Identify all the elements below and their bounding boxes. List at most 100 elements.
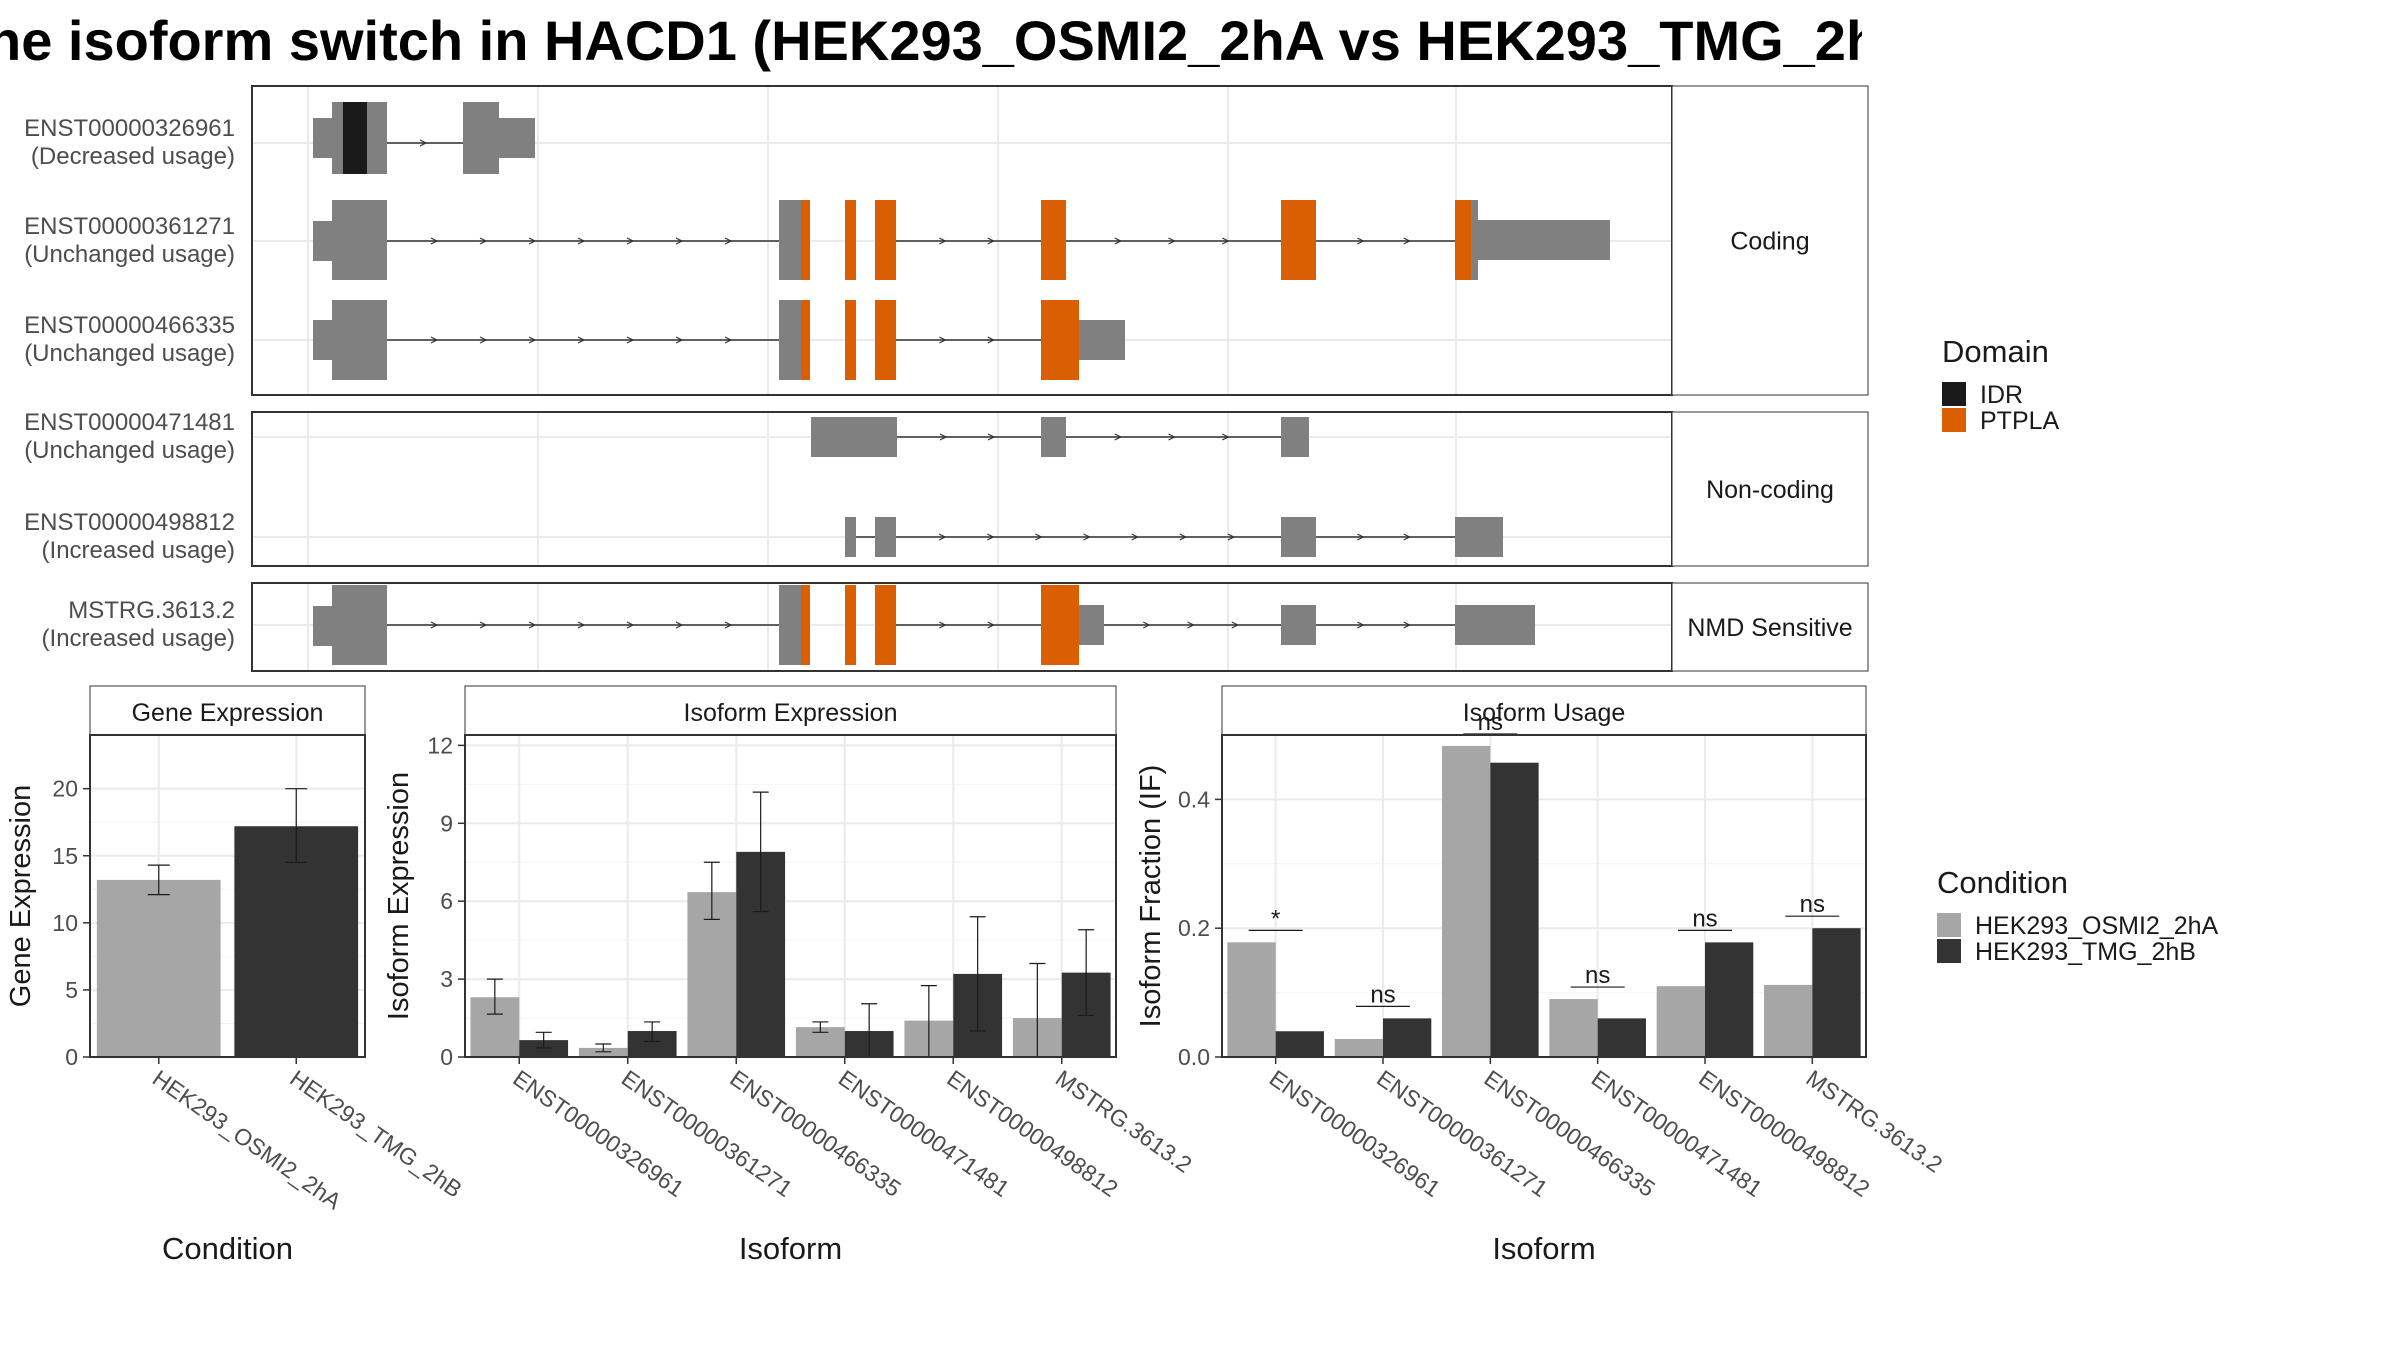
x-axis-label: Isoform [739, 1231, 842, 1266]
exon-block [875, 517, 896, 557]
bar [1275, 1031, 1324, 1057]
x-tick-label: ENST00000326961 [1265, 1065, 1445, 1202]
exon-block [1079, 320, 1125, 360]
chart-title: he isoform switch in HACD1 (HEK293_OSMI2… [0, 8, 1862, 78]
bar-panel-border [1221, 734, 1867, 1058]
y-axis-label: Isoform Fraction (IF) [1135, 765, 1167, 1028]
bar [578, 1047, 628, 1057]
intron-arrow [479, 237, 488, 245]
ptpla-domain-block [1041, 585, 1079, 665]
intron-arrow [987, 336, 996, 344]
significance-label: ns [1478, 709, 1503, 736]
intron-arrow [987, 237, 996, 245]
bar [1227, 942, 1276, 1057]
intron-arrow [939, 237, 947, 245]
intron-arrow [1131, 533, 1139, 541]
condition-legend-label: HEK293_TMG_2hB [1975, 938, 2196, 966]
bar [1383, 1018, 1432, 1057]
bar-panel-2 [1222, 735, 1866, 1057]
x-axis-label: Condition [162, 1231, 293, 1266]
exon-block [1079, 605, 1104, 645]
bar [1764, 984, 1813, 1057]
transcript-id-label: ENST00000466335 [24, 312, 235, 339]
exon-block [313, 221, 333, 261]
intron-arrow [939, 433, 948, 441]
y-tick-label: 0 [440, 1044, 453, 1070]
ptpla-domain-block [801, 200, 810, 280]
intron-arrow [1221, 433, 1230, 441]
exon-block [313, 606, 333, 646]
y-tick-label: 0.4 [1178, 786, 1210, 812]
bar-panel-title: Isoform Usage [1463, 699, 1626, 727]
intron-arrow [1357, 621, 1365, 629]
exon-block [1281, 605, 1316, 645]
intron-arrow [1114, 433, 1123, 441]
y-tick-label: 6 [440, 888, 453, 914]
transcript-id-label: ENST00000361271 [24, 213, 235, 240]
exon-block [332, 585, 387, 665]
y-tick-label: 0 [65, 1044, 78, 1070]
significance-label: ns [1800, 891, 1825, 918]
exon-block [1041, 417, 1066, 457]
exon-block [499, 118, 535, 158]
intron-arrow [939, 621, 947, 629]
domain-legend-key-ptpla [1942, 408, 1966, 432]
intron-arrow [987, 621, 996, 629]
x-axis-label: Isoform [1492, 1231, 1595, 1266]
intron-arrow [479, 336, 488, 344]
intron-arrow [1114, 237, 1123, 245]
bar [1656, 986, 1705, 1057]
exon-block [1281, 517, 1316, 557]
y-tick-label: 20 [52, 776, 78, 802]
x-tick-label: ENST00000471481 [1587, 1065, 1767, 1202]
intron-arrow [1142, 621, 1151, 629]
ptpla-domain-block [801, 585, 810, 665]
bar-panel-title: Gene Expression [132, 699, 324, 727]
exon-block [313, 320, 333, 360]
bar-panel-strip [464, 685, 1117, 736]
condition-legend-key [1937, 913, 1961, 937]
exon-block [1478, 220, 1610, 260]
intron-arrow [1357, 237, 1365, 245]
bar [1549, 999, 1598, 1057]
intron-arrow [577, 336, 586, 344]
intron-arrow [479, 621, 488, 629]
intron-arrow [938, 533, 947, 541]
facet-strip-label: Non-coding [1706, 476, 1834, 504]
bar [234, 826, 359, 1057]
ptpla-domain-block [875, 300, 896, 380]
transcript-id-label: ENST00000498812 [24, 509, 235, 536]
intron-arrow [626, 621, 635, 629]
bar-panel-border [89, 734, 366, 1058]
y-tick-label: 9 [440, 810, 453, 836]
bar [1490, 762, 1539, 1057]
exon-block [811, 417, 897, 457]
ptpla-domain-block [1041, 300, 1079, 380]
ptpla-domain-block [875, 585, 896, 665]
chart-title-text: he isoform switch in HACD1 (HEK293_OSMI2… [0, 9, 1862, 72]
exon-block [1281, 417, 1309, 457]
y-tick-label: 0.2 [1178, 915, 1210, 941]
ptpla-domain-block [1281, 200, 1316, 280]
y-tick-label: 12 [427, 732, 453, 758]
condition-legend-title: Condition [1937, 865, 2068, 900]
domain-legend-key-idr [1942, 382, 1966, 406]
intron-arrow [430, 336, 439, 344]
bar [1442, 745, 1491, 1057]
x-tick-label: ENST00000466335 [1479, 1065, 1659, 1202]
y-axis-label: Isoform Expression [383, 772, 415, 1020]
intron-arrow [1179, 533, 1188, 541]
facet-strip [1671, 582, 1869, 672]
facet-strip [1671, 411, 1869, 567]
bar [1334, 1038, 1383, 1057]
significance-label: ns [1692, 905, 1717, 932]
intron-arrow [675, 237, 684, 245]
bar [1597, 1018, 1646, 1057]
ptpla-domain-block [845, 585, 856, 665]
intron-arrow [577, 621, 586, 629]
intron-arrow [1227, 533, 1236, 541]
transcript-usage-label: (Increased usage) [42, 625, 235, 652]
intron-arrow [1403, 237, 1412, 245]
bar [1705, 942, 1754, 1057]
